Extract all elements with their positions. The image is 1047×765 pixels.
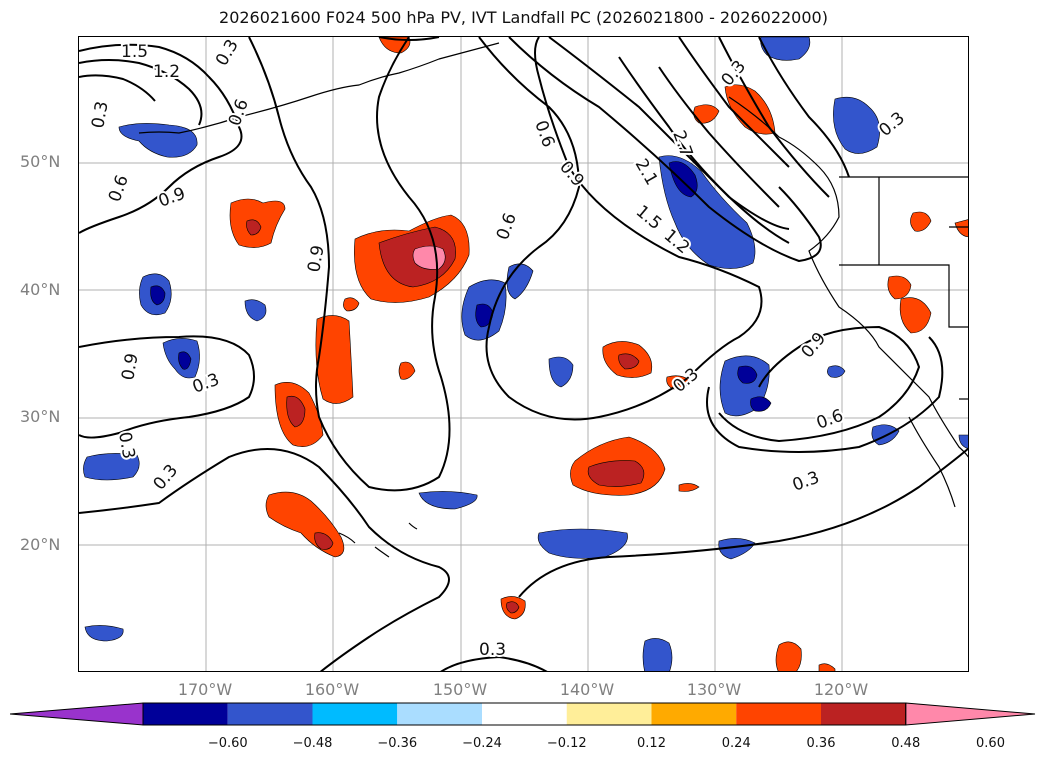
contour-label: 1.5 [121, 42, 148, 62]
lon-label: 170°W [177, 680, 233, 699]
colorbar-segment [143, 703, 228, 725]
colorbar-segment [566, 703, 652, 725]
lat-label: 30°N [20, 407, 61, 426]
contour-label: 0.3 [479, 640, 506, 660]
contour-label: 0.3 [875, 108, 909, 141]
contour-label: 0.6 [530, 118, 558, 150]
colorbar [10, 702, 1036, 726]
colorbar-tick-label: 0.48 [891, 736, 921, 751]
colorbar-tick-label: −0.24 [462, 736, 502, 751]
coastlines [138, 42, 968, 558]
lat-label: 40°N [20, 280, 61, 299]
colorbar-segment [397, 703, 482, 725]
colorbar-tick-label: 0.12 [637, 736, 666, 751]
contour-label: 0.6 [225, 96, 253, 128]
colorbar-tick-label: 0.60 [976, 736, 1005, 751]
colorbar-segment [482, 703, 567, 725]
negative-pv-regions [83, 37, 968, 671]
contour-label: 0.6 [105, 172, 133, 204]
colorbar-segment [227, 703, 313, 725]
contour-label: 0.9 [304, 244, 328, 274]
map-panel[interactable]: 1.5 1.2 0.3 0.6 0.9 0.3 0.6 0.9 0.6 0.3 … [78, 36, 969, 672]
colorbar-segment [736, 703, 821, 725]
contour-label: 0.6 [814, 406, 846, 434]
colorbar-segment [312, 703, 398, 725]
contour-label: 0.9 [118, 352, 142, 382]
positive-pv-regions [229, 37, 968, 671]
colorbar-tick-label: −0.60 [207, 736, 248, 751]
contour-label: 0.3 [790, 468, 822, 496]
colorbar-tick-label: 0.36 [806, 736, 836, 751]
contour-label: 0.6 [493, 210, 521, 242]
pv-contours [79, 37, 968, 671]
contour-label: 0.3 [88, 100, 112, 130]
lat-label: 50°N [20, 152, 61, 171]
lon-label: 140°W [559, 680, 615, 699]
colorbar-tick-label: 0.24 [721, 736, 751, 751]
colorbar-segment [651, 703, 737, 725]
colorbar-extend-high [905, 702, 1036, 726]
gridlines [79, 37, 968, 671]
contour-label: 0.3 [212, 37, 243, 70]
colorbar-segment [821, 703, 906, 725]
contour-label: 1.2 [153, 62, 180, 82]
contour-label: 2.1 [631, 156, 662, 189]
contour-label: 2.7 [668, 128, 696, 160]
lon-label: 150°W [432, 680, 488, 699]
colorbar-tick-label: −0.12 [546, 736, 587, 751]
lon-label: 130°W [686, 680, 742, 699]
colorbar-extend-low [10, 702, 144, 726]
colorbar-tick-label: −0.36 [377, 736, 418, 751]
contour-label: 0.9 [156, 184, 188, 212]
contour-label: 1.5 [632, 202, 666, 235]
colorbar-tick-label: −0.48 [292, 736, 333, 751]
contour-labels: 1.5 1.2 0.3 0.6 0.9 0.3 0.6 0.9 0.6 0.3 … [86, 37, 911, 662]
lon-label: 120°W [813, 680, 869, 699]
page-title: 2026021600 F024 500 hPa PV, IVT Landfall… [219, 8, 828, 27]
colorbar-outline [142, 702, 907, 726]
lon-label: 160°W [304, 680, 360, 699]
lat-label: 20°N [20, 535, 61, 554]
